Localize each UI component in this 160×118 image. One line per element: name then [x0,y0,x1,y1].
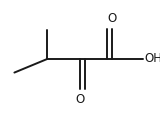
Text: O: O [107,12,117,25]
Text: OH: OH [145,53,160,65]
Text: O: O [75,93,85,106]
